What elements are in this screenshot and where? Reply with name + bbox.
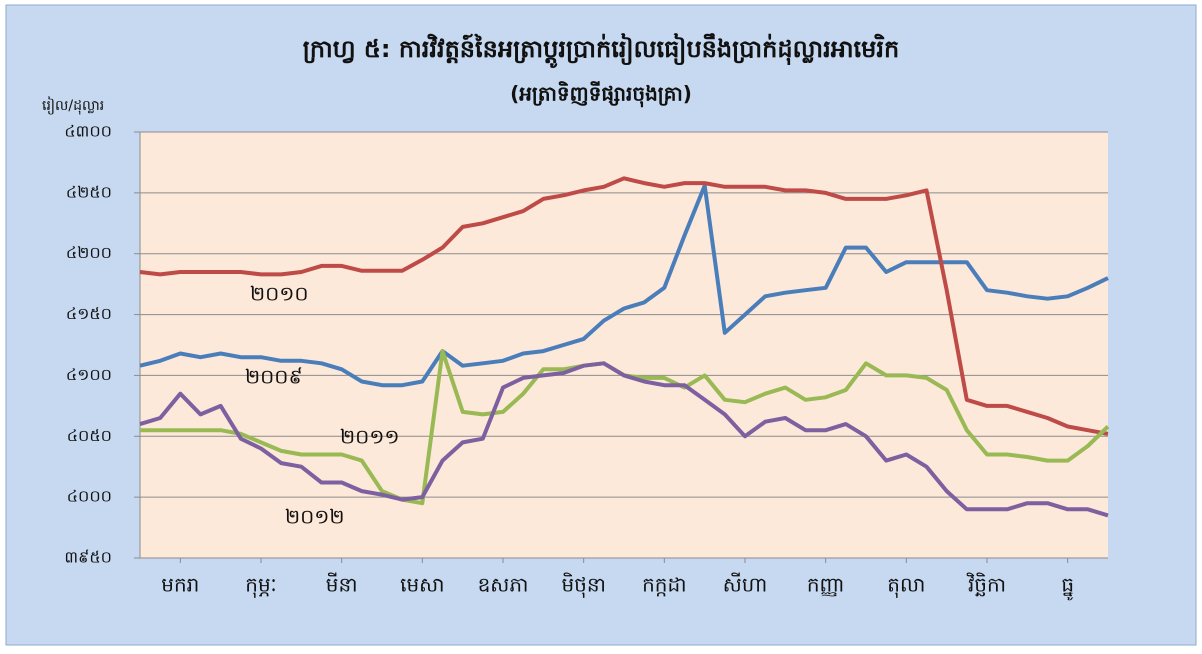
y-tick-label: ៤៣០០ <box>64 122 112 141</box>
series-label: ២០១២ <box>285 505 345 529</box>
plot-area <box>140 132 1108 558</box>
series-label: ២០១១ <box>340 425 400 449</box>
chart-title: ក្រាហ្វ ៥: ការវិវត្តន៍នៃអត្រាប្តូរប្រាក់… <box>303 33 900 68</box>
y-tick-label: ៤១៥០ <box>66 304 112 323</box>
x-tick-label: មករា <box>161 573 199 597</box>
series-label: ២០០៩ <box>245 365 303 389</box>
series-line <box>139 183 1109 388</box>
series-line <box>139 176 1109 436</box>
y-tick-label: ៤១០០ <box>66 365 112 384</box>
y-tick-label: ៤០០០ <box>67 487 112 506</box>
x-tick-label: កក្កដា <box>642 573 686 597</box>
y-tick-label: ៤២០០ <box>66 243 112 262</box>
chart-subtitle: (អត្រាទិញទីផ្សារចុងគ្រា) <box>510 81 692 108</box>
x-tick-label: កុម្ភៈ <box>245 573 277 599</box>
x-tick-label: មីនា <box>326 572 358 597</box>
y-tick-label: ៣៩៥០ <box>64 548 112 567</box>
x-tick-label: មិថុនា <box>561 572 605 599</box>
series-label: ២០១០ <box>250 282 309 306</box>
y-axis-label: រៀល/ដុល្លារ <box>42 96 104 115</box>
y-tick-label: ៤២៥០ <box>66 182 112 201</box>
x-tick-label: កញ្ញា <box>807 573 845 597</box>
x-tick-label: ធ្នូ <box>1061 573 1074 601</box>
series-line <box>139 361 1109 518</box>
x-tick-label: តុលា <box>887 573 925 599</box>
y-tick-label: ៤០៥០ <box>67 426 112 445</box>
x-tick-label: មេសា <box>400 573 444 597</box>
x-tick-label: ឧសភា <box>478 573 529 597</box>
x-tick-label: សីហា <box>723 572 767 597</box>
x-tick-label: វិច្ឆិកា <box>966 572 1006 597</box>
